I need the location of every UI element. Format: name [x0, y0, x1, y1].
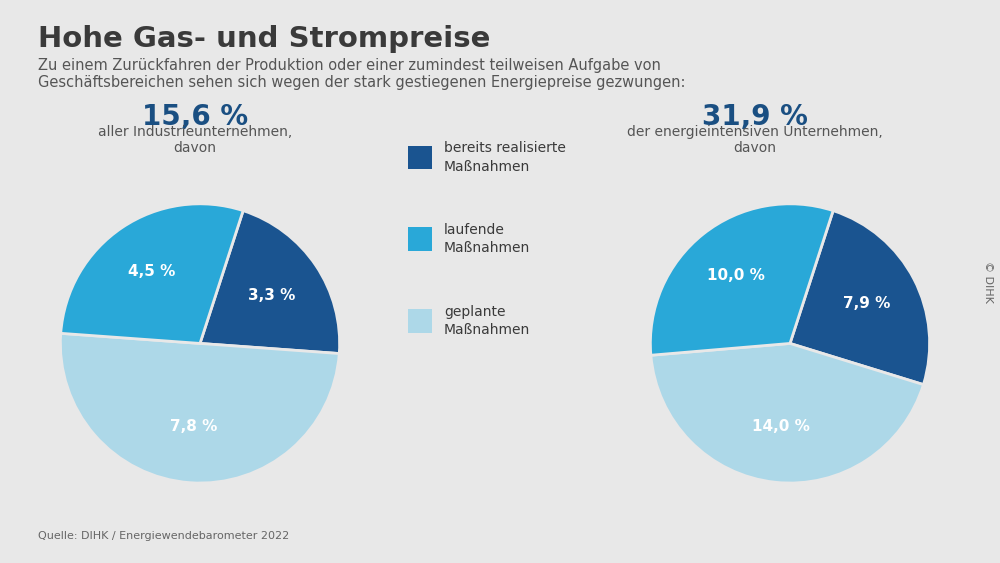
Text: bereits realisierte
Maßnahmen: bereits realisierte Maßnahmen: [444, 141, 566, 174]
Wedge shape: [61, 204, 243, 343]
Text: geplante
Maßnahmen: geplante Maßnahmen: [444, 305, 530, 337]
Text: 10,0 %: 10,0 %: [707, 268, 765, 283]
Text: davon: davon: [174, 141, 216, 155]
Text: © DIHK: © DIHK: [983, 261, 993, 303]
Text: 4,5 %: 4,5 %: [128, 264, 175, 279]
Wedge shape: [650, 204, 833, 355]
Text: davon: davon: [734, 141, 776, 155]
Wedge shape: [790, 211, 930, 385]
Text: 7,8 %: 7,8 %: [170, 419, 218, 435]
Text: Geschäftsbereichen sehen sich wegen der stark gestiegenen Energiepreise gezwunge: Geschäftsbereichen sehen sich wegen der …: [38, 75, 686, 90]
Text: laufende
Maßnahmen: laufende Maßnahmen: [444, 223, 530, 256]
Text: 3,3 %: 3,3 %: [248, 288, 296, 303]
Wedge shape: [200, 211, 340, 354]
Text: 15,6 %: 15,6 %: [142, 103, 248, 131]
Wedge shape: [651, 343, 923, 483]
Text: Hohe Gas- und Strompreise: Hohe Gas- und Strompreise: [38, 25, 490, 53]
Text: 14,0 %: 14,0 %: [752, 419, 810, 434]
Text: aller Industrieunternehmen,: aller Industrieunternehmen,: [98, 125, 292, 139]
Text: der energieintensiven Unternehmen,: der energieintensiven Unternehmen,: [627, 125, 883, 139]
Text: Zu einem Zurückfahren der Produktion oder einer zumindest teilweisen Aufgabe von: Zu einem Zurückfahren der Produktion ode…: [38, 58, 661, 73]
Wedge shape: [60, 333, 339, 483]
Text: 31,9 %: 31,9 %: [702, 103, 808, 131]
Text: Quelle: DIHK / Energiewendebarometer 2022: Quelle: DIHK / Energiewendebarometer 202…: [38, 531, 289, 541]
Text: 7,9 %: 7,9 %: [843, 296, 891, 311]
